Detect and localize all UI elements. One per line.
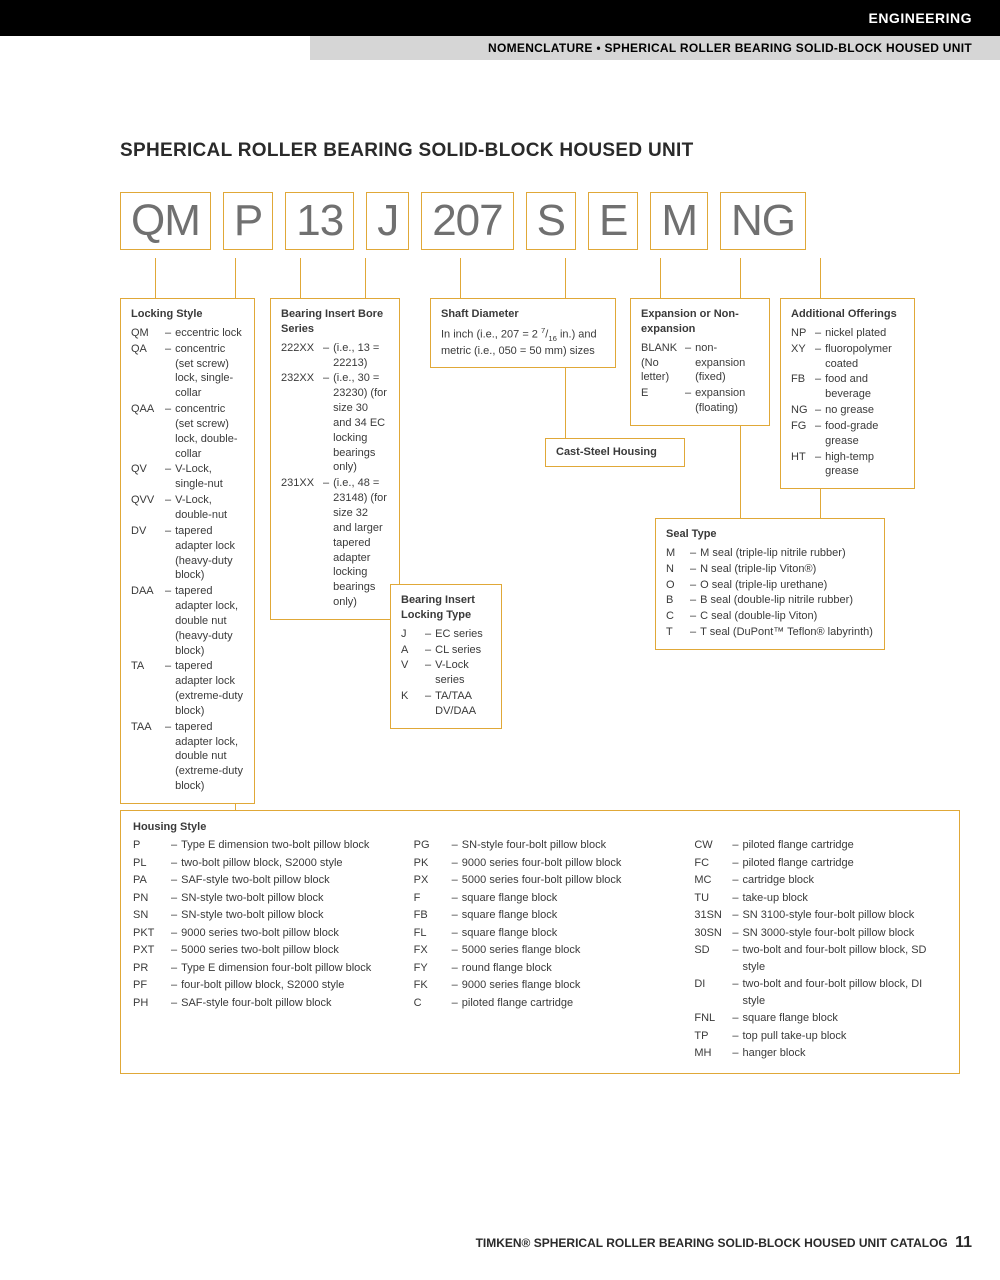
housing-row: PG–SN-style four-bolt pillow block [414,837,667,854]
shaft-diameter-text: In inch (i.e., 207 = 2 7/16 in.) and met… [441,326,605,359]
housing-row: FB–square flange block [414,907,667,924]
housing-row: CW–piloted flange cartridge [694,837,947,854]
box-housing-style: Housing Style P–Type E dimension two-bol… [120,810,960,1074]
housing-row: FNL–square flange block [694,1010,947,1027]
bore-series-title: Bearing Insert Bore Series [281,307,389,337]
housing-row: SD–two-bolt and four-bolt pillow block, … [694,942,947,975]
definition-row: 231XX–(i.e., 48 = 23148) (for size 32 an… [281,476,389,610]
header-subheader: NOMENCLATURE • SPHERICAL ROLLER BEARING … [310,36,1000,60]
housing-row: PN–SN-style two-bolt pillow block [133,890,386,907]
definition-row: XY–fluoropolymer coated [791,342,904,372]
definition-row: N–N seal (triple-lip Viton®) [666,562,874,577]
cast-steel-title: Cast-Steel Housing [556,445,674,460]
housing-row: PXT–5000 series two-bolt pillow block [133,942,386,959]
code-segment: 207 [421,192,513,250]
housing-row: PA–SAF-style two-bolt pillow block [133,872,386,889]
housing-row: PR–Type E dimension four-bolt pillow blo… [133,960,386,977]
box-additional: Additional Offerings NP–nickel platedXY–… [780,298,915,489]
header-category: ENGINEERING [0,0,1000,36]
definition-row: A–CL series [401,643,491,658]
definition-row: TAA–tapered adapter lock, double nut (ex… [131,720,244,794]
shaft-diameter-title: Shaft Diameter [441,307,605,322]
box-bore-series: Bearing Insert Bore Series 222XX–(i.e., … [270,298,400,620]
definition-row: DV–tapered adapter lock (heavy-duty bloc… [131,524,244,583]
definition-row: NP–nickel plated [791,326,904,341]
locking-type-title: Bearing Insert Locking Type [401,593,491,623]
box-locking-style: Locking Style QM–eccentric lockQA–concen… [120,298,255,804]
definition-row: V–V-Lock series [401,658,491,688]
housing-row: C–piloted flange cartridge [414,995,667,1012]
box-expansion: Expansion or Non-expansion BLANK(Nolette… [630,298,770,426]
housing-row: FX–5000 series flange block [414,942,667,959]
housing-row: MC–cartridge block [694,872,947,889]
definition-row: 232XX–(i.e., 30 = 23230) (for size 30 an… [281,371,389,475]
nomenclature-code-row: QMP13J207SEMNG [120,192,972,250]
housing-row: F–square flange block [414,890,667,907]
box-shaft-diameter: Shaft Diameter In inch (i.e., 207 = 2 7/… [430,298,616,368]
definition-row: QVV–V-Lock, double-nut [131,493,244,523]
definition-row: C–C seal (double-lip Viton) [666,609,874,624]
definition-row: QA–concentric (set screw) lock, single-c… [131,342,244,401]
housing-row: 31SN–SN 3100-style four-bolt pillow bloc… [694,907,947,924]
housing-row: FY–round flange block [414,960,667,977]
definition-row: QAA–concentric (set screw) lock, double-… [131,402,244,461]
code-segment: S [526,192,576,250]
definition-row: T–T seal (DuPont™ Teflon® labyrinth) [666,625,874,640]
housing-row: FC–piloted flange cartridge [694,855,947,872]
additional-title: Additional Offerings [791,307,904,322]
code-segment: M [650,192,708,250]
seal-type-title: Seal Type [666,527,874,542]
housing-row: MH–hanger block [694,1045,947,1062]
housing-row: PF–four-bolt pillow block, S2000 style [133,977,386,994]
definition-row: FB–food and beverage [791,372,904,402]
code-segment: P [223,192,273,250]
housing-row: TU–take-up block [694,890,947,907]
definition-row: 222XX–(i.e., 13 = 22213) [281,341,389,371]
code-segment: E [588,192,638,250]
definition-row: QV–V-Lock, single-nut [131,462,244,492]
definition-row: FG–food-grade grease [791,419,904,449]
housing-row: P–Type E dimension two-bolt pillow block [133,837,386,854]
code-segment: 13 [285,192,354,250]
definition-row: TA–tapered adapter lock (extreme-duty bl… [131,659,244,718]
code-segment: NG [720,192,806,250]
definition-row: NG–no grease [791,403,904,418]
housing-row: PK–9000 series four-bolt pillow block [414,855,667,872]
box-seal-type: Seal Type M–M seal (triple-lip nitrile r… [655,518,885,650]
content: SPHERICAL ROLLER BEARING SOLID-BLOCK HOU… [0,60,1000,858]
definition-row: B–B seal (double-lip nitrile rubber) [666,593,874,608]
locking-style-title: Locking Style [131,307,244,322]
housing-row: PKT–9000 series two-bolt pillow block [133,925,386,942]
housing-row: PX–5000 series four-bolt pillow block [414,872,667,889]
definition-row: QM–eccentric lock [131,326,244,341]
definition-row: J–EC series [401,627,491,642]
box-locking-type: Bearing Insert Locking Type J–EC seriesA… [390,584,502,729]
definition-row: HT–high-temp grease [791,450,904,480]
housing-row: PL–two-bolt pillow block, S2000 style [133,855,386,872]
page-title: SPHERICAL ROLLER BEARING SOLID-BLOCK HOU… [120,140,972,162]
expansion-title: Expansion or Non-expansion [641,307,759,337]
definition-row: O–O seal (triple-lip urethane) [666,578,874,593]
definition-row: M–M seal (triple-lip nitrile rubber) [666,546,874,561]
housing-row: PH–SAF-style four-bolt pillow block [133,995,386,1012]
footer-page-number: 11 [955,1234,972,1251]
footer-text: TIMKEN® SPHERICAL ROLLER BEARING SOLID-B… [476,1236,948,1250]
housing-row: FK–9000 series flange block [414,977,667,994]
housing-row: DI–two-bolt and four-bolt pillow block, … [694,976,947,1009]
code-segment: J [366,192,409,250]
code-segment: QM [120,192,211,250]
housing-title: Housing Style [133,821,947,833]
nomenclature-diagram: Locking Style QM–eccentric lockQA–concen… [120,258,972,858]
definition-row: DAA–tapered adapter lock, double nut (he… [131,584,244,658]
housing-row: TP–top pull take-up block [694,1028,947,1045]
definition-row: K–TA/TAA DV/DAA [401,689,491,719]
footer: TIMKEN® SPHERICAL ROLLER BEARING SOLID-B… [476,1234,972,1252]
housing-row: SN–SN-style two-bolt pillow block [133,907,386,924]
box-cast-steel: Cast-Steel Housing [545,438,685,467]
housing-row: 30SN–SN 3000-style four-bolt pillow bloc… [694,925,947,942]
housing-row: FL–square flange block [414,925,667,942]
